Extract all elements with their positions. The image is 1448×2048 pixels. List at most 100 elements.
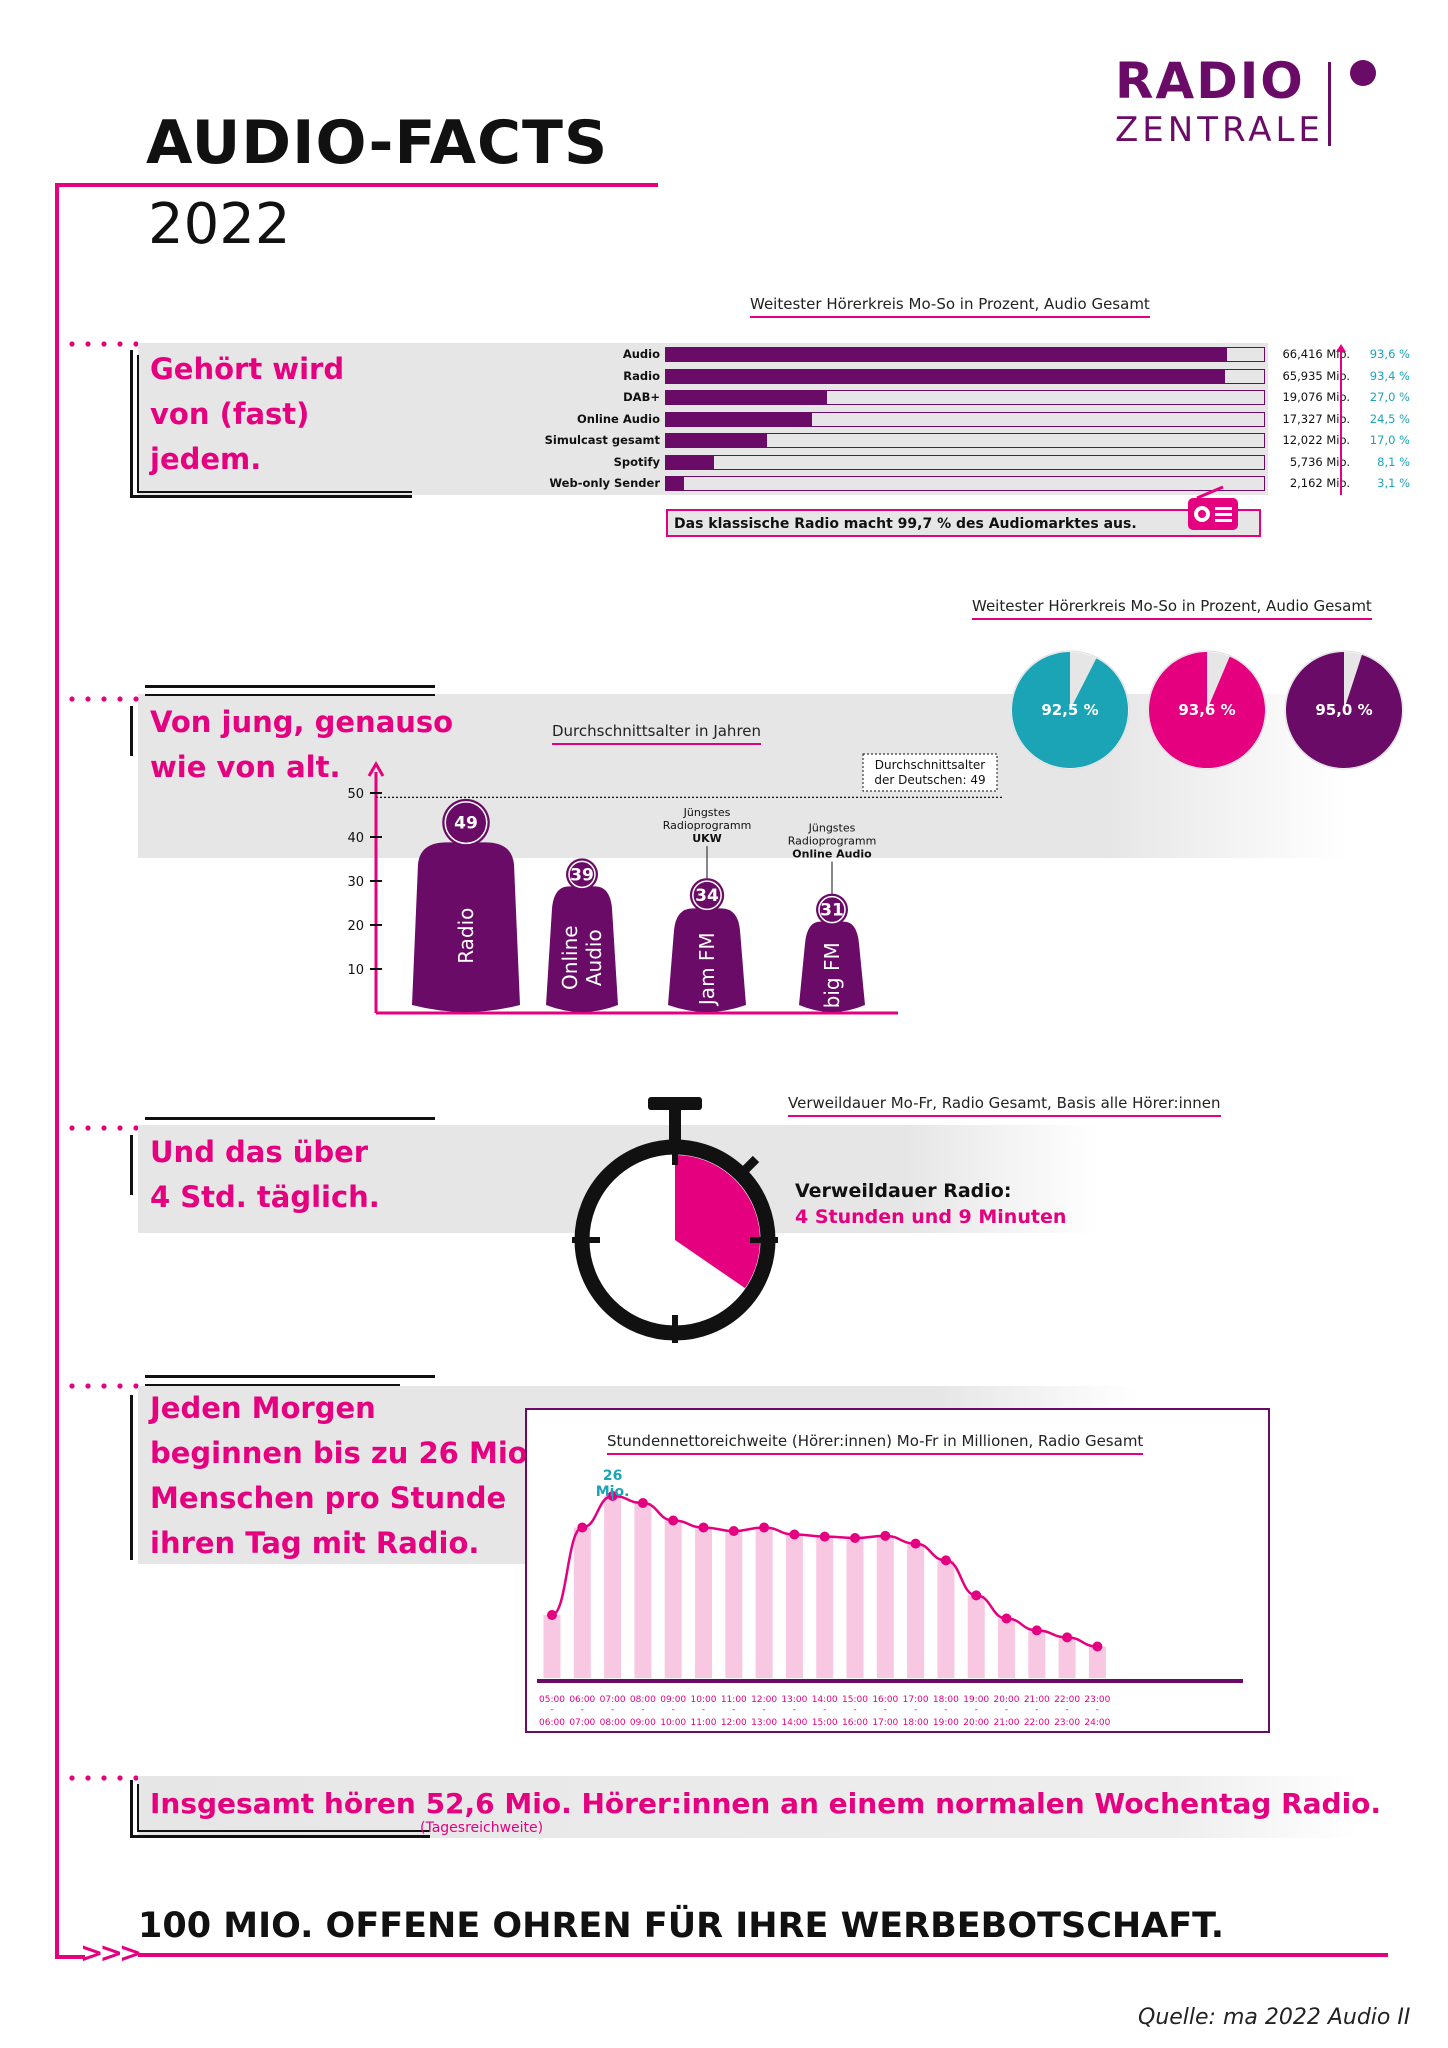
x-tick-separator: -: [1035, 1705, 1038, 1715]
x-tick-separator: -: [702, 1705, 705, 1715]
stopwatch-fill: [675, 1155, 760, 1289]
hbar-category-label: Online Audio: [577, 411, 660, 426]
hbar-absolute-label: 17,327 Mio.: [1282, 411, 1350, 426]
chart1-trend-arrow: [1340, 350, 1342, 495]
x-tick-label-end: 09:00: [630, 1718, 656, 1728]
section4-topline2: [145, 1384, 400, 1386]
age-bar-category-label: big FM: [820, 942, 844, 1008]
x-tick-separator: -: [884, 1705, 887, 1715]
x-tick-label-start: 16:00: [872, 1695, 898, 1705]
hbar-bar: [665, 390, 827, 405]
section1-bracket-inner: [137, 355, 412, 493]
section1-headline: Gehört wird von (fast) jedem.: [150, 347, 344, 482]
person-head-ring: [692, 880, 722, 911]
hbar-value-label: 17,0 %: [1369, 433, 1410, 447]
person-head-ring: [444, 801, 488, 845]
hbar-absolute-label: 65,935 Mio.: [1282, 368, 1350, 383]
reach-point: [819, 1531, 830, 1542]
age-bar: [546, 886, 618, 1012]
chart4-title: Verweildauer Mo-Fr, Radio Gesamt, Basis …: [788, 1094, 1221, 1117]
reach-bar: [725, 1531, 743, 1678]
hbar-bar: [665, 433, 767, 448]
section4-headline-line2: beginnen bis zu 26 Mio.: [150, 1436, 539, 1470]
hbar-category-label: Radio: [623, 368, 660, 383]
logo: RADIO ZENTRALE: [1115, 52, 1415, 152]
x-tick-label-start: 18:00: [933, 1695, 959, 1705]
logo-radio-text: RADIO: [1115, 52, 1305, 110]
hbar-absolute-label: 2,162 Mio.: [1289, 476, 1350, 490]
pie-slice: [1149, 652, 1265, 768]
person-icon: [442, 798, 490, 847]
section3-bracket: [130, 1135, 138, 1195]
pie-value-label: 92,5 %: [1041, 701, 1098, 719]
x-tick-separator: -: [914, 1705, 917, 1715]
timeline-dots-3: [69, 1125, 139, 1131]
x-tick-separator: -: [793, 1705, 796, 1715]
x-tick-label-end: 08:00: [600, 1718, 626, 1728]
hbar-bar: [665, 347, 1227, 362]
title-underline: [55, 183, 658, 187]
x-tick-label-start: 12:00: [751, 1695, 777, 1705]
section4-headline-line1: Jeden Morgen: [150, 1391, 376, 1425]
x-tick-label-end: 21:00: [994, 1718, 1020, 1728]
hbar-absolute-label: 12,022 Mio.: [1282, 433, 1350, 447]
chart5-title-text: Stundennettoreichweite (Hörer:innen) Mo-…: [607, 1432, 1144, 1455]
x-tick-label-start: 23:00: [1084, 1695, 1110, 1705]
chart1-hbar: Audio 66,416 Mio. 93,6 % Radio 65,935 Mio. 93…: [510, 344, 1410, 504]
person-head-ring: [568, 860, 596, 889]
hbar-value-label: 27,0 %: [1369, 390, 1410, 404]
logo-zentrale-text: ZENTRALE: [1115, 110, 1324, 150]
section5-note: (Tagesreichweite): [420, 1820, 544, 1836]
reference-label-box: [862, 753, 998, 792]
stopwatch-label-title: Verweildauer Radio:: [795, 1180, 1012, 1202]
pie-slice: [1012, 652, 1128, 768]
x-tick-label-end: 12:00: [721, 1718, 747, 1728]
radio-icon: [1188, 485, 1238, 530]
reach-point: [1001, 1613, 1012, 1624]
x-tick-label-end: 14:00: [781, 1718, 807, 1728]
page-title: AUDIO-FACTS: [146, 108, 609, 178]
hbar-bar: [665, 368, 1226, 384]
section4-headline-line4: ihren Tag mit Radio.: [150, 1526, 480, 1560]
reach-point: [698, 1522, 709, 1533]
bar-note-text: Jüngstes: [808, 822, 856, 835]
reach-point: [577, 1522, 588, 1533]
bar-note-text: Radioprogramm: [663, 819, 752, 832]
chart4-title-text: Verweildauer Mo-Fr, Radio Gesamt, Basis …: [788, 1094, 1221, 1117]
reach-bar: [846, 1538, 864, 1678]
reach-point: [728, 1526, 739, 1536]
x-tick-separator: -: [732, 1705, 735, 1715]
section4-headline-line3: Menschen pro Stunde: [150, 1481, 507, 1515]
reach-bar: [998, 1618, 1015, 1678]
hbar-value-label: 24,5 %: [1369, 411, 1410, 426]
timeline-dots-5: [69, 1775, 139, 1781]
section2-topline2: [145, 694, 435, 696]
chart1-title: Weitester Hörerkreis Mo-So in Prozent, A…: [750, 295, 1150, 318]
section1-bracket: [130, 350, 412, 498]
timeline-dots-4: [69, 1383, 139, 1389]
x-tick-label-start: 09:00: [660, 1695, 686, 1705]
x-tick-label-end: 19:00: [933, 1718, 959, 1728]
x-tick-label-start: 08:00: [630, 1695, 656, 1705]
reach-point: [789, 1529, 800, 1540]
y-tick-label: 50: [347, 787, 364, 802]
footer-arrows: >>>: [80, 1936, 142, 1969]
hbar-absolute-label: 66,416 Mio.: [1282, 347, 1350, 361]
age-bar-value-label: 39: [570, 865, 594, 885]
reach-point: [850, 1533, 860, 1543]
peak-label: 26: [603, 1468, 622, 1484]
hbar-category-label: Spotify: [613, 454, 660, 469]
footer-underline: [138, 1953, 1388, 1957]
pie-value-label: 93,6 %: [1178, 701, 1235, 719]
section5-bracket-inner: [137, 1784, 430, 1832]
reach-point: [1031, 1625, 1042, 1636]
reach-bar: [1028, 1630, 1046, 1678]
timeline-dots-1: [69, 341, 139, 347]
chart5-title: Stundennettoreichweite (Hörer:innen) Mo-…: [607, 1432, 1144, 1455]
age-bar-category-label: Radio: [454, 908, 478, 964]
x-tick-label-start: 22:00: [1054, 1695, 1080, 1705]
age-bar-value-label: 34: [695, 886, 719, 906]
y-axis-arrow: [367, 761, 385, 777]
age-bar-value-label: 49: [454, 814, 478, 834]
